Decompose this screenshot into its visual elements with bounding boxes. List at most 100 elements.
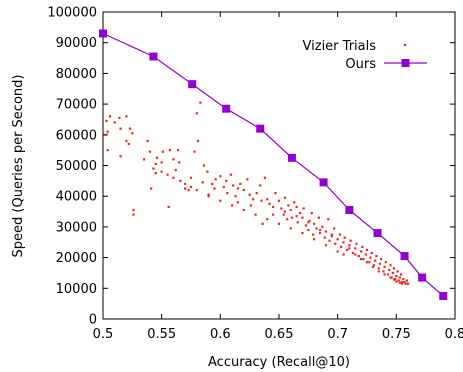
vizier-trial-point <box>328 239 331 242</box>
y-tick-label: 80000 <box>56 67 97 82</box>
vizier-trial-point <box>307 221 310 224</box>
ours-marker <box>222 104 231 113</box>
vizier-trial-point <box>295 205 298 209</box>
y-tick-label: 40000 <box>56 190 97 205</box>
vizier-trial-point <box>388 268 391 271</box>
vizier-trial-point <box>377 267 380 270</box>
ours-marker <box>188 80 197 89</box>
vizier-trial-point <box>189 185 193 189</box>
vizier-trial-point <box>348 244 351 247</box>
y-tick-label: 70000 <box>56 98 97 113</box>
vizier-trial-point <box>374 259 377 262</box>
vizier-trial-point <box>195 112 198 115</box>
vizier-trial-point <box>225 179 228 182</box>
x-tick-label: 0.6 <box>210 327 231 342</box>
vizier-trial-point <box>193 150 196 153</box>
vizier-trial-point <box>389 264 392 267</box>
vizier-trial-point <box>104 133 107 136</box>
vizier-trial-point <box>236 201 240 204</box>
vizier-trial-point <box>318 228 322 232</box>
vizier-trial-point <box>378 262 382 265</box>
ours-marker <box>99 29 107 38</box>
legend-label-ours: Ours <box>345 57 376 72</box>
vizier-trial-point <box>379 258 383 261</box>
ours-marker <box>287 153 296 162</box>
vizier-trial-point <box>364 253 367 256</box>
vizier-trial-point <box>362 258 365 261</box>
vizier-trial-point <box>338 233 342 236</box>
vizier-trial-point <box>146 139 149 143</box>
vizier-trial-point <box>154 162 157 166</box>
vizier-trial-point <box>289 227 292 230</box>
vizier-trial-point <box>290 216 294 219</box>
vizier-trial-point <box>179 179 182 182</box>
vizier-trial-point <box>357 254 360 258</box>
vizier-trial-point <box>128 127 132 130</box>
vizier-trial-point <box>234 195 237 198</box>
vizier-trial-point <box>160 170 163 173</box>
vizier-trial-point <box>360 250 363 253</box>
vizier-trial-point <box>301 231 304 235</box>
vizier-trial-point <box>152 167 155 170</box>
vizier-trial-point <box>187 188 190 192</box>
vizier-trial-point <box>308 219 311 222</box>
vizier-trial-point <box>295 215 298 218</box>
vizier-trial-point <box>392 278 396 281</box>
vizier-trial-point <box>119 127 122 130</box>
vizier-trial-point <box>214 178 217 181</box>
vizier-trial-point <box>406 282 410 285</box>
vizier-trial-point <box>377 270 380 273</box>
vizier-trial-point <box>195 188 198 192</box>
vizier-trial-point <box>261 222 264 225</box>
vizier-trial-point <box>340 245 343 248</box>
ours-line <box>102 32 444 297</box>
ours-marker <box>319 178 328 187</box>
axis-ticks <box>102 11 456 320</box>
y-tick-label: 0 <box>89 313 97 328</box>
vizier-trial-point <box>402 277 405 281</box>
vizier-trial-point <box>289 208 292 212</box>
vizier-trial-point <box>272 205 275 209</box>
vizier-trial-point <box>132 213 135 216</box>
vizier-trial-point <box>274 192 277 195</box>
vizier-trial-point <box>355 242 358 245</box>
vizier-trial-point <box>342 241 345 244</box>
vizier-trial-point <box>342 253 345 256</box>
vizier-trial-point <box>184 187 187 190</box>
vizier-trial-point <box>293 201 296 204</box>
ours-marker <box>400 252 409 261</box>
vizier-trial-point <box>142 158 146 161</box>
vizier-trial-point <box>387 273 390 276</box>
vizier-trial-point <box>370 251 373 255</box>
vizier-trial-point <box>277 199 281 202</box>
vizier-trial-point <box>108 115 112 118</box>
vizier-trial-point <box>207 195 210 198</box>
vizier-trial-point <box>207 193 210 196</box>
y-tick-label: 50000 <box>56 159 97 174</box>
vizier-trial-point <box>391 271 394 275</box>
y-tick-label: 10000 <box>56 282 97 297</box>
vizier-trial-point <box>161 150 164 153</box>
vizier-trial-point <box>154 172 157 175</box>
vizier-trial-point <box>132 208 135 212</box>
vizier-trial-point <box>348 247 351 250</box>
vizier-trial-point <box>255 192 258 195</box>
vizier-trial-point <box>383 265 386 268</box>
series-layer <box>99 29 448 300</box>
x-tick-label: 0.75 <box>382 327 411 342</box>
ours-marker <box>373 229 382 238</box>
vizier-trial-point <box>206 170 209 173</box>
vizier-trial-point <box>178 161 181 164</box>
vizier-trial-point <box>349 239 352 242</box>
vizier-trial-point <box>252 198 255 201</box>
vizier-trial-point <box>196 139 200 143</box>
vizier-trial-point <box>398 276 401 279</box>
vizier-trial-point <box>174 169 177 172</box>
vizier-trial-point <box>280 207 283 210</box>
vizier-trial-point <box>304 224 308 227</box>
vizier-trial-point <box>299 211 302 215</box>
vizier-trial-point <box>361 245 364 248</box>
vizier-trial-point <box>313 238 316 241</box>
x-axis-title: Accuracy (Recall@10) <box>208 355 350 370</box>
vizier-trial-point <box>371 265 374 268</box>
